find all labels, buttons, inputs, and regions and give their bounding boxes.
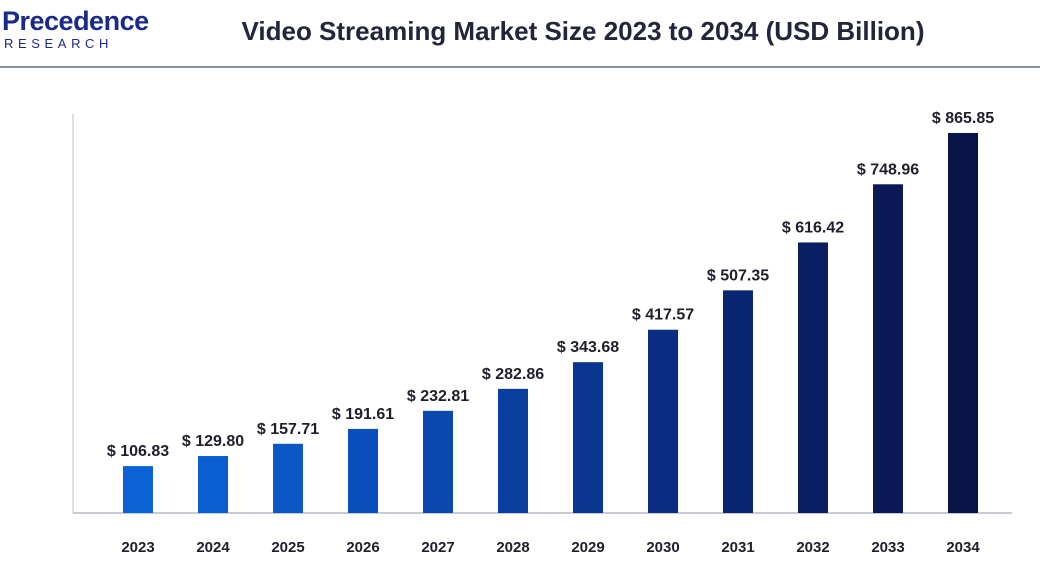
brand-logo: Precedence RESEARCH xyxy=(2,6,160,56)
data-label-2025: $ 157.71 xyxy=(257,421,319,438)
chart-axes xyxy=(72,114,1012,514)
chart-data-labels: $ 106.83 $ 129.80 $ 157.71 $ 191.61 $ 232.81… xyxy=(107,110,994,460)
x-tick-2030: 2030 xyxy=(646,539,679,556)
bar-2031 xyxy=(723,290,753,513)
data-label-2033: $ 748.96 xyxy=(857,161,919,178)
chart-x-ticks: 2023 2024 2025 2026 2027 2028 2029 2030 2031 2032… xyxy=(121,539,980,556)
x-tick-2025: 2025 xyxy=(271,539,304,556)
data-label-2028: $ 282.86 xyxy=(482,366,544,383)
x-tick-2029: 2029 xyxy=(571,539,604,556)
x-tick-2032: 2032 xyxy=(796,539,829,556)
bar-2028 xyxy=(498,388,528,513)
bar-2030 xyxy=(648,329,678,513)
x-tick-2034: 2034 xyxy=(946,539,980,556)
bar-2024 xyxy=(198,456,228,513)
x-tick-2028: 2028 xyxy=(496,539,529,556)
x-tick-2031: 2031 xyxy=(721,539,754,556)
data-label-2030: $ 417.57 xyxy=(632,307,694,324)
data-label-2034: $ 865.85 xyxy=(932,110,994,127)
header-bar: Precedence RESEARCH Video Streaming Mark… xyxy=(0,0,1040,68)
x-tick-2026: 2026 xyxy=(346,539,379,556)
x-tick-2023: 2023 xyxy=(121,539,154,556)
bar-2034 xyxy=(948,132,978,514)
x-tick-2033: 2033 xyxy=(871,539,904,556)
data-label-2024: $ 129.80 xyxy=(182,433,244,450)
data-label-2023: $ 106.83 xyxy=(107,443,169,460)
data-label-2031: $ 507.35 xyxy=(707,267,769,284)
bar-2027 xyxy=(423,410,453,513)
brand-name: Precedence xyxy=(2,6,149,36)
bar-2023 xyxy=(123,466,153,513)
x-tick-2027: 2027 xyxy=(421,539,454,556)
brand-tagline: RESEARCH xyxy=(4,36,114,51)
bar-2033 xyxy=(873,184,903,513)
bar-2029 xyxy=(573,362,603,513)
bar-2025 xyxy=(273,443,303,513)
bar-2026 xyxy=(348,428,378,513)
data-label-2026: $ 191.61 xyxy=(332,406,394,423)
data-label-2032: $ 616.42 xyxy=(782,219,844,236)
chart-bars xyxy=(123,132,978,514)
bar-2032 xyxy=(798,242,828,513)
chart-title: Video Streaming Market Size 2023 to 2034… xyxy=(241,16,925,46)
data-label-2029: $ 343.68 xyxy=(557,339,619,356)
x-tick-2024: 2024 xyxy=(196,539,230,556)
data-label-2027: $ 232.81 xyxy=(407,388,469,405)
